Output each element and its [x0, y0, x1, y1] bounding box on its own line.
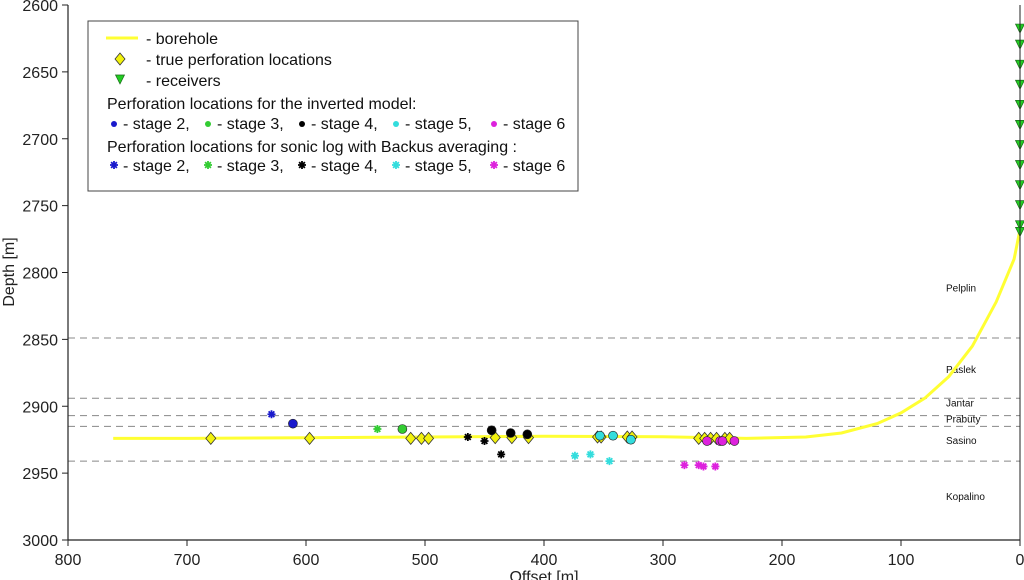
- sonic-backus-marker: [267, 410, 276, 419]
- legend-inverted-dot-icon: [205, 121, 211, 127]
- legend-inverted-dot-icon: [299, 121, 305, 127]
- sonic-backus-marker: [680, 461, 689, 470]
- legend-receivers-label: - receivers: [146, 73, 221, 90]
- sonic-backus-marker: [497, 450, 506, 459]
- legend-inverted-stage-label: - stage 6: [503, 116, 565, 133]
- true-perforation-marker: [405, 431, 417, 445]
- legend-inverted-dot-icon: [393, 121, 399, 127]
- inverted-model-marker: [486, 425, 497, 436]
- legend: - borehole - true perforation locations …: [87, 20, 579, 192]
- legend-inverted-stage-label: - stage 2,: [123, 116, 190, 133]
- sonic-backus-marker: [694, 461, 703, 470]
- formation-label: Jantar: [946, 399, 974, 410]
- x-tick-label: 400: [531, 552, 558, 569]
- inverted-model-marker: [729, 436, 740, 446]
- y-tick-label: 2900: [22, 399, 58, 416]
- legend-sonic-star-icon: [490, 161, 498, 169]
- inverted-model-marker: [505, 428, 516, 438]
- legend-sonic-stage-label: - stage 5,: [405, 158, 472, 175]
- legend-inverted-stage-label: - stage 3,: [217, 116, 284, 133]
- legend-sonic-stage-label: - stage 3,: [217, 158, 284, 175]
- formation-label: Pelplin: [946, 284, 976, 295]
- legend-sonic-star-icon: [204, 161, 212, 169]
- borehole-series: [113, 229, 1022, 440]
- y-tick-label: 2750: [22, 199, 58, 216]
- legend-receiver-marker: [114, 74, 126, 85]
- legend-sonic-stage-label: - stage 2,: [123, 158, 190, 175]
- legend-inverted-dot-icon: [111, 121, 117, 127]
- x-tick-label: 800: [55, 552, 82, 569]
- formation-label: Sasino: [946, 436, 977, 447]
- x-tick-label: 200: [769, 552, 796, 569]
- sonic-backus-marker: [711, 462, 720, 471]
- y-tick-label: 2850: [22, 332, 58, 349]
- legend-inverted-dot-icon: [491, 121, 497, 127]
- legend-sonic-star-icon: [392, 161, 400, 169]
- y-tick-label: 2800: [22, 266, 58, 283]
- legend-true-perf-label: - true perforation locations: [146, 52, 332, 69]
- sonic-backus-marker: [699, 462, 708, 471]
- formation-label: Paslek: [946, 365, 977, 376]
- borehole-line: [113, 229, 1022, 440]
- sonic-backus-marker: [586, 450, 595, 459]
- x-tick-label: 0: [1016, 552, 1024, 569]
- perforation-markers: [205, 410, 740, 471]
- true-perforation-marker: [304, 431, 316, 445]
- inverted-model-marker: [595, 430, 605, 441]
- y-tick-label: 2950: [22, 466, 58, 483]
- true-perforation-marker: [423, 431, 435, 445]
- legend-inverted-stage-label: - stage 5,: [405, 116, 472, 133]
- axes: [62, 4, 1021, 546]
- legend-sonic-stage-label: - stage 4,: [311, 158, 378, 175]
- sonic-backus-marker: [605, 457, 614, 466]
- legend-diamond-icon: [114, 52, 126, 66]
- tick-labels: 800 700 600 500 400 300 200 100 0 2600 2650 2700 275…: [22, 0, 1024, 569]
- legend-sonic-stages: - stage 2, - stage 3, - stage 4, - stage 5,…: [110, 158, 565, 175]
- sonic-backus-marker: [480, 437, 489, 446]
- inverted-model-marker: [288, 418, 298, 429]
- x-tick-label: 600: [293, 552, 320, 569]
- inverted-model-marker: [397, 424, 408, 434]
- x-tick-label: 100: [888, 552, 915, 569]
- inverted-model-marker: [608, 430, 618, 441]
- y-tick-label: 2600: [22, 0, 58, 15]
- legend-true-perf-marker: [114, 52, 126, 66]
- legend-sonic-star-icon: [110, 161, 118, 169]
- true-perforation-marker: [205, 431, 217, 445]
- x-axis-label: Offset [m]: [509, 569, 578, 580]
- x-tick-label: 700: [174, 552, 201, 569]
- sonic-backus-marker: [463, 433, 472, 442]
- inverted-model-marker: [522, 429, 533, 440]
- formation-labels: Pelplin Paslek Jantar Prabuty Sasino Kopalino: [946, 284, 985, 504]
- y-tick-label: 3000: [22, 533, 58, 550]
- y-tick-label: 2700: [22, 132, 58, 149]
- x-tick-label: 500: [412, 552, 439, 569]
- inverted-model-marker: [702, 436, 712, 446]
- legend-inverted-stages: - stage 2, - stage 3, - stage 4, - stage 5,…: [111, 116, 565, 133]
- legend-inverted-stage-label: - stage 4,: [311, 116, 378, 133]
- legend-sonic-title: Perforation locations for sonic log with…: [107, 139, 517, 156]
- y-axis-label: Depth [m]: [1, 237, 18, 306]
- legend-inverted-title: Perforation locations for the inverted m…: [107, 96, 417, 113]
- legend-sonic-stage-label: - stage 6: [503, 158, 565, 175]
- formation-label: Prabuty: [946, 415, 980, 426]
- sonic-backus-marker: [570, 451, 579, 460]
- inverted-model-marker: [626, 434, 636, 445]
- legend-triangle-icon: [114, 74, 126, 85]
- formation-label: Kopalino: [946, 492, 985, 503]
- x-tick-label: 300: [650, 552, 677, 569]
- y-tick-label: 2650: [22, 65, 58, 82]
- inverted-model-marker: [717, 436, 728, 446]
- sonic-backus-marker: [373, 424, 382, 433]
- legend-sonic-star-icon: [298, 161, 306, 169]
- legend-borehole-label: - borehole: [146, 31, 218, 48]
